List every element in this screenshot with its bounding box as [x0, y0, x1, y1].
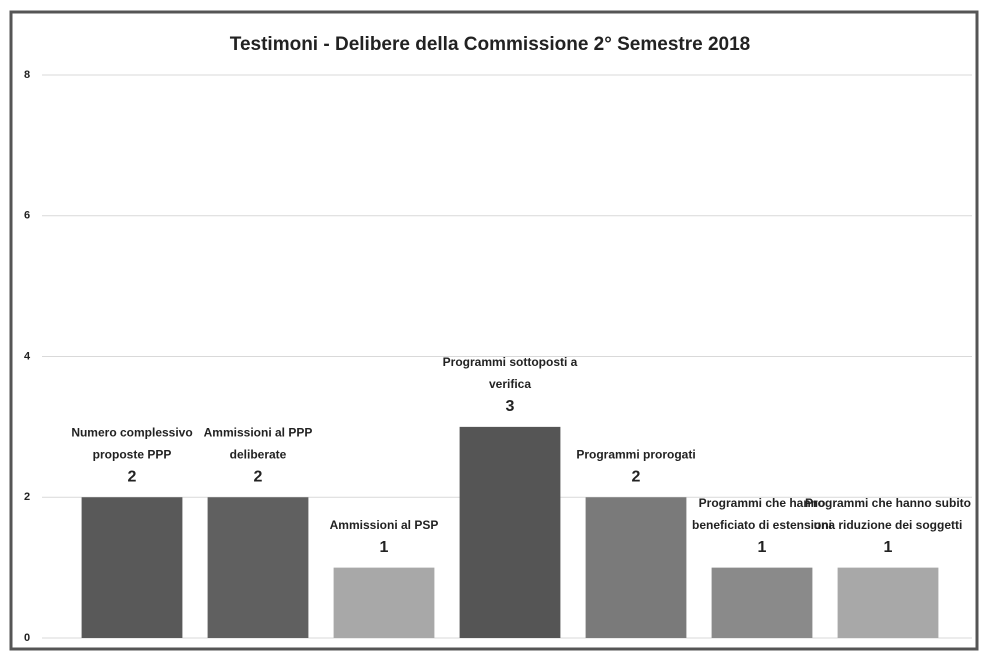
y-tick-label: 8 [24, 69, 30, 81]
bar [459, 426, 561, 638]
category-label: verifica [489, 377, 531, 391]
bar [837, 567, 939, 638]
category-label: Programmi sottoposti a [443, 355, 578, 369]
bar [207, 497, 309, 638]
category-label: Ammissioni al PPP [204, 425, 313, 439]
category-label: una riduzione dei soggetti [814, 518, 963, 532]
category-label: proposte PPP [93, 447, 172, 461]
value-label: 2 [254, 468, 263, 485]
category-label: Numero complessivo [71, 425, 192, 439]
category-label: Programmi che hanno subito [805, 496, 971, 510]
value-label: 2 [632, 468, 641, 485]
value-label: 1 [884, 539, 893, 556]
value-label: 3 [506, 398, 515, 415]
value-label: 1 [380, 539, 389, 556]
category-label: Ammissioni al PSP [330, 518, 439, 532]
chart-title: Testimoni - Delibere della Commissione 2… [230, 34, 750, 55]
category-label: Programmi prorogati [576, 447, 695, 461]
bar [711, 567, 813, 638]
bar [333, 567, 435, 638]
y-tick-label: 4 [24, 350, 31, 362]
value-label: 1 [758, 539, 767, 556]
y-tick-label: 2 [24, 491, 30, 503]
category-label: Programmi che hanno [699, 496, 826, 510]
category-label: beneficiato di estensioni [692, 518, 832, 532]
y-tick-label: 6 [24, 210, 30, 222]
bar [585, 497, 687, 638]
y-tick-label: 0 [24, 632, 30, 644]
category-label: deliberate [230, 447, 287, 461]
value-label: 2 [128, 468, 137, 485]
bar [81, 497, 183, 638]
